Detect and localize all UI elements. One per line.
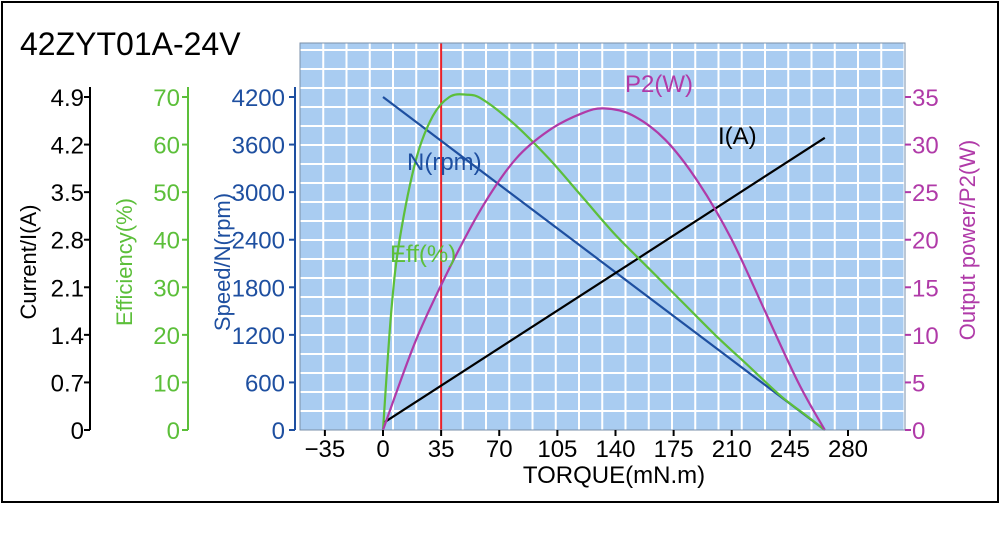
current-tick-label: 0.7 <box>51 370 84 397</box>
speed-tick-label: 600 <box>245 370 285 397</box>
x-tick-label: 210 <box>712 436 752 463</box>
power-tick-label: 30 <box>912 133 939 160</box>
efficiency-tick-label: 20 <box>153 323 180 350</box>
efficiency-tick-label: 30 <box>153 275 180 302</box>
efficiency-axis-title: Efficiency(%) <box>112 198 137 326</box>
x-tick-label: 70 <box>486 436 513 463</box>
current-tick-label: 3.5 <box>51 180 84 207</box>
power-tick-label: 15 <box>912 275 939 302</box>
x-tick-label: 0 <box>376 436 389 463</box>
speed-tick-label: 1800 <box>232 275 285 302</box>
x-axis: −35 0 35 70 105 140 175 210 245 280 <box>305 430 868 463</box>
current-axis-title: Current/I(A) <box>16 205 41 320</box>
x-tick-label: −35 <box>305 436 346 463</box>
annotation-current: I(A) <box>718 123 757 150</box>
annotation-p2: P2(W) <box>625 71 693 98</box>
speed-axis-title: Speed/N(rpm) <box>210 193 235 331</box>
power-tick-label: 25 <box>912 180 939 207</box>
power-tick-label: 5 <box>912 370 925 397</box>
speed-curve <box>382 96 826 431</box>
speed-tick-label: 3000 <box>232 180 285 207</box>
efficiency-tick-label: 50 <box>153 180 180 207</box>
speed-tick-label: 3600 <box>232 133 285 160</box>
chart-title: 42ZYT01A-24V <box>20 26 241 62</box>
current-tick-label: 0 <box>71 418 84 445</box>
left-axes: 4.9 4.2 3.5 2.8 2.1 1.4 0.7 0 70 60 50 40 30 20 10 0 420… <box>51 85 296 445</box>
speed-tick-label: 0 <box>272 418 285 445</box>
x-axis-title: TORQUE(mN.m) <box>523 462 705 489</box>
power-tick-label: 35 <box>912 85 939 112</box>
efficiency-tick-label: 10 <box>153 370 180 397</box>
annotation-speed: N(rpm) <box>407 149 482 176</box>
annotation-efficiency: Eff(%) <box>390 241 456 268</box>
power-tick-label: 20 <box>912 228 939 255</box>
x-tick-label: 35 <box>428 436 455 463</box>
x-tick-label: 105 <box>537 436 577 463</box>
efficiency-tick-label: 40 <box>153 228 180 255</box>
efficiency-tick-label: 0 <box>167 418 180 445</box>
current-tick-label: 4.2 <box>51 133 84 160</box>
current-tick-label: 2.8 <box>51 228 84 255</box>
x-tick-label: 245 <box>770 436 810 463</box>
plot-frame-group <box>299 42 906 431</box>
x-tick-label: 175 <box>654 436 694 463</box>
plot-frame <box>299 42 906 431</box>
power-tick-label: 0 <box>912 418 925 445</box>
current-curve <box>382 136 826 425</box>
speed-tick-label: 2400 <box>232 228 285 255</box>
efficiency-tick-label: 60 <box>153 133 180 160</box>
x-tick-label: 280 <box>828 436 868 463</box>
current-tick-label: 1.4 <box>51 323 84 350</box>
speed-tick-label: 1200 <box>232 323 285 350</box>
power-curve <box>381 107 826 431</box>
right-axis: 35 30 25 20 15 10 5 0 <box>905 85 939 445</box>
power-axis-title: Output power/P2(W) <box>955 140 980 341</box>
power-tick-label: 10 <box>912 323 939 350</box>
current-tick-label: 2.1 <box>51 275 84 302</box>
curves <box>381 93 826 431</box>
current-tick-label: 4.9 <box>51 85 84 112</box>
efficiency-tick-label: 70 <box>153 85 180 112</box>
x-tick-label: 140 <box>595 436 635 463</box>
speed-tick-label: 4200 <box>232 85 285 112</box>
efficiency-curve <box>381 93 826 431</box>
